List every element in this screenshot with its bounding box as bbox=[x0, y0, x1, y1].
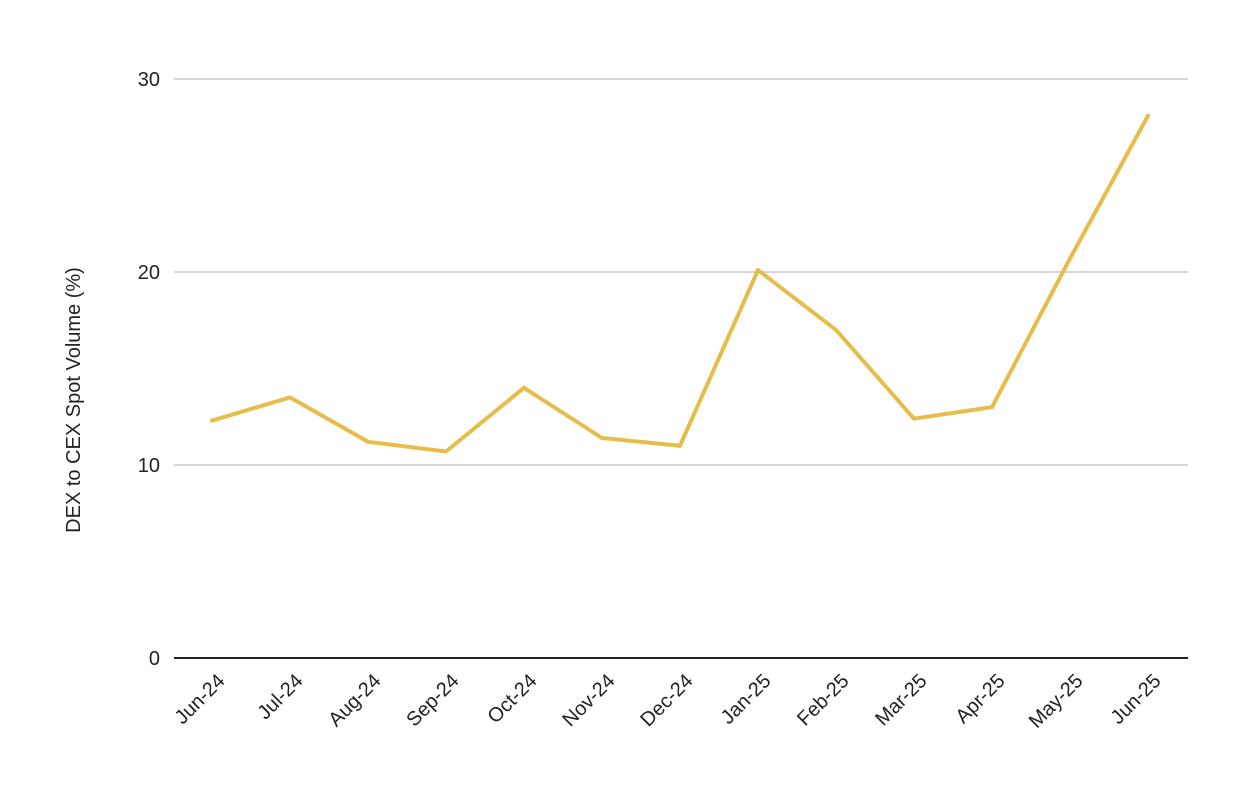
y-tick-label: 20 bbox=[138, 262, 160, 284]
series-line bbox=[210, 113, 1150, 454]
x-tick-label: Jan-25 bbox=[717, 670, 776, 729]
series-layer bbox=[210, 113, 1150, 454]
x-tick-label: Aug-24 bbox=[324, 670, 385, 731]
x-tick-label: Dec-24 bbox=[636, 670, 697, 731]
data-point bbox=[756, 268, 760, 273]
x-tick-label: Feb-25 bbox=[793, 670, 853, 730]
x-tick-label: Sep-24 bbox=[402, 670, 463, 731]
y-axis-title: DEX to CEX Spot Volume (%) bbox=[63, 267, 85, 533]
x-tick-label: Jun-25 bbox=[1107, 670, 1166, 729]
x-tick-label: Oct-24 bbox=[484, 670, 542, 728]
y-tick-label: 30 bbox=[138, 69, 160, 91]
data-point bbox=[678, 443, 682, 448]
x-tick-label: Jul-24 bbox=[253, 670, 307, 724]
data-point bbox=[912, 416, 916, 421]
y-tick-label: 10 bbox=[138, 455, 160, 477]
x-tick-label: Jun-24 bbox=[171, 670, 230, 729]
data-point bbox=[366, 439, 370, 444]
data-point bbox=[990, 405, 994, 410]
data-point bbox=[210, 418, 214, 423]
x-tick-label: Nov-24 bbox=[558, 670, 619, 731]
data-point bbox=[522, 385, 526, 390]
data-point bbox=[834, 327, 838, 332]
x-tick-label: May-25 bbox=[1025, 670, 1088, 733]
y-tick-label: 0 bbox=[149, 648, 160, 670]
gridlines bbox=[174, 78, 1188, 466]
data-point bbox=[444, 449, 448, 454]
data-point bbox=[1146, 113, 1150, 118]
tick-labels: 0 10 20 30 Jun-24 Jul-24 Aug-24 Sep-24 Oct-24 Nov… bbox=[138, 69, 1166, 733]
data-point bbox=[288, 395, 292, 400]
x-tick-label: Apr-25 bbox=[952, 670, 1010, 728]
data-point bbox=[1068, 256, 1072, 261]
data-point bbox=[600, 435, 604, 440]
x-tick-label: Mar-25 bbox=[871, 670, 931, 730]
